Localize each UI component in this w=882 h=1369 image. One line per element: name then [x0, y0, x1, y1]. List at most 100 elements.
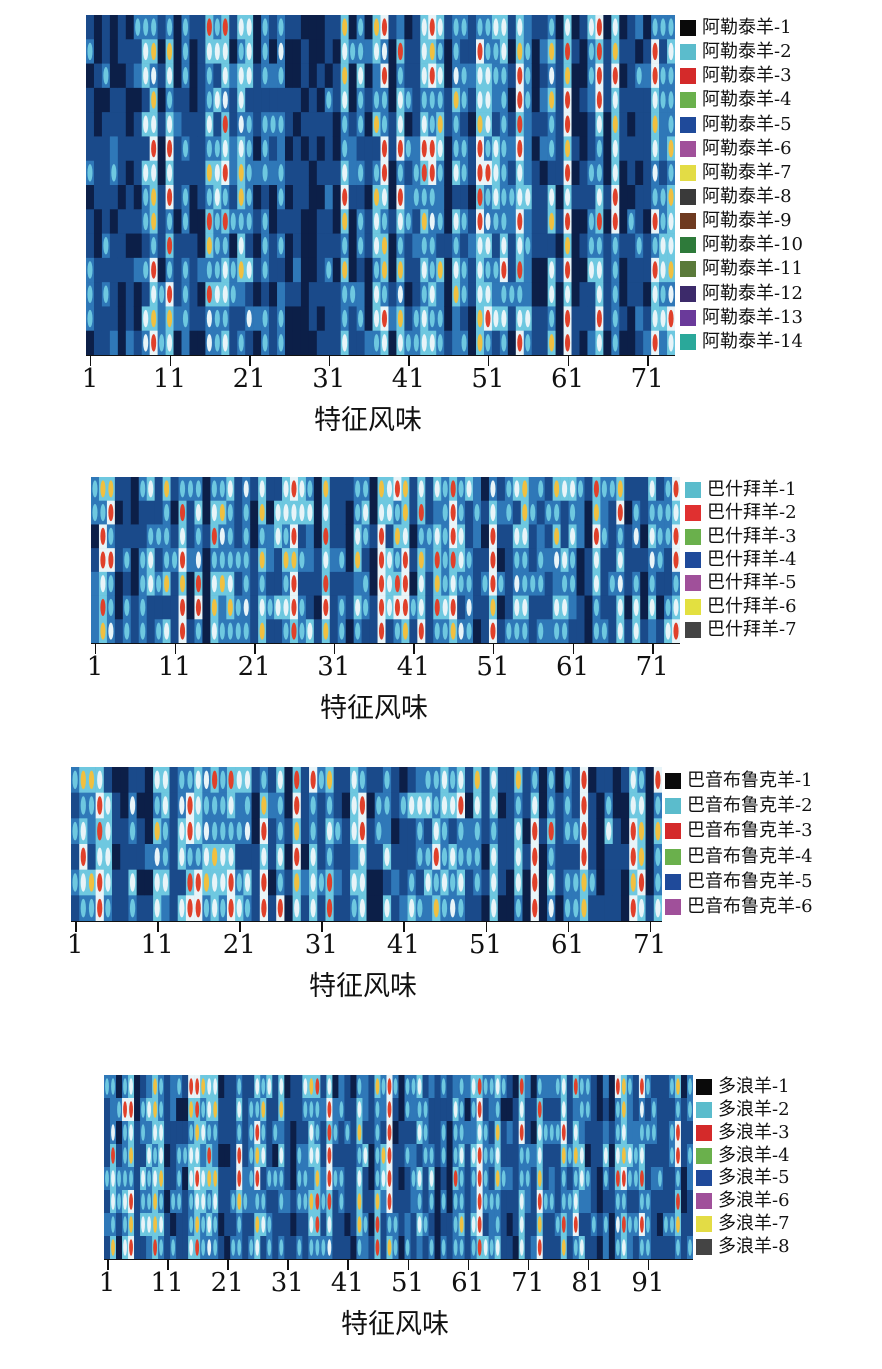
heatmap-spot [459, 1170, 464, 1187]
heatmap-cell [269, 306, 278, 332]
heatmap-cell [555, 282, 564, 307]
heatmap-cell [182, 1075, 189, 1099]
heatmap-cell [576, 500, 585, 525]
heatmap-cell [619, 63, 628, 89]
heatmap-spot [665, 622, 671, 640]
legend-label: 多浪羊-8 [718, 1235, 790, 1257]
heatmap-spot [143, 188, 149, 206]
heatmap-spot [652, 188, 658, 206]
heatmap-spot [615, 1193, 620, 1210]
heatmap-spot [459, 1193, 464, 1210]
heatmap-spot [162, 796, 169, 815]
heatmap-cell [71, 792, 80, 819]
heatmap-cell [409, 524, 418, 549]
heatmap-cell [146, 1121, 153, 1145]
heatmap-spot [493, 18, 499, 36]
heatmap-spot [421, 309, 427, 328]
legend-item: 阿勒泰羊-3 [680, 64, 803, 88]
heatmap-cell [410, 1236, 417, 1259]
heatmap-cell [497, 767, 507, 793]
heatmap-spot [355, 504, 361, 522]
heatmap-cell [369, 548, 378, 573]
heatmap-cell [290, 1190, 297, 1214]
heatmap-spot [342, 42, 348, 61]
heatmap-cell [229, 63, 238, 89]
heatmap-spot [490, 504, 496, 522]
heatmap-cell [434, 1098, 441, 1122]
heatmap-spot [228, 796, 234, 815]
heatmap-cell [507, 87, 517, 113]
heatmap-cell [362, 1190, 369, 1214]
heatmap-spot [565, 139, 571, 158]
heatmap-spot [212, 770, 218, 790]
heatmap-cell [117, 282, 127, 307]
legend-item: 巴什拜羊-1 [685, 478, 797, 501]
heatmap-cell [538, 792, 548, 819]
heatmap-spot [501, 66, 507, 85]
heatmap-spot [151, 66, 157, 85]
heatmap-spot [668, 188, 674, 206]
heatmap-cell [512, 1075, 519, 1099]
heatmap-cell [576, 595, 585, 620]
heatmap-spot [441, 1078, 446, 1095]
heatmap-spot [249, 1147, 254, 1164]
heatmap-spot [652, 334, 658, 352]
heatmap-cell [465, 767, 474, 793]
heatmap-cell [452, 306, 461, 332]
heatmap-cell [536, 595, 545, 620]
heatmap-spot [381, 212, 388, 231]
heatmap-spot [195, 796, 201, 815]
heatmap-cell [300, 306, 310, 332]
heatmap-cell [528, 619, 538, 643]
heatmap-cell [579, 185, 588, 210]
x-tick [169, 356, 172, 366]
heatmap-spot [561, 1239, 566, 1256]
heatmap-cell [659, 39, 668, 64]
heatmap-spot [458, 551, 464, 569]
heatmap-spot [323, 551, 329, 569]
heatmap-spot [615, 1239, 620, 1256]
heatmap-spot [561, 1193, 566, 1210]
heatmap-cell [528, 548, 538, 573]
heatmap-spot [342, 285, 348, 304]
heatmap-spot [501, 309, 507, 328]
heatmap-cell [496, 477, 506, 502]
heatmap-cell [571, 282, 580, 307]
heatmap-spot [261, 1216, 266, 1233]
heatmap-cell [341, 895, 351, 921]
heatmap-spot [673, 551, 679, 569]
heatmap-spot [402, 622, 408, 640]
heatmap-cell [620, 792, 630, 819]
heatmap-cell [242, 1144, 249, 1168]
heatmap-cell [512, 1121, 519, 1145]
heatmap-spot [652, 91, 658, 109]
heatmap-cell [237, 282, 246, 307]
heatmap-spot [243, 598, 249, 616]
heatmap-spot [652, 1124, 656, 1141]
heatmap-spot [381, 1170, 386, 1187]
heatmap-spot [612, 18, 618, 36]
heatmap-cell [296, 1121, 303, 1145]
heatmap-cell [300, 136, 310, 162]
heatmap-spot [212, 796, 218, 815]
heatmap-spot [375, 1101, 380, 1118]
heatmap-spot [179, 551, 186, 569]
heatmap-spot [164, 527, 170, 545]
heatmap-cell [566, 1236, 574, 1259]
heatmap-cell [444, 87, 453, 113]
x-tick [467, 1260, 470, 1270]
heatmap-spot [458, 873, 464, 892]
heatmap-spot [299, 622, 305, 640]
heatmap-cell [93, 233, 103, 259]
heatmap-cell [93, 63, 103, 89]
heatmap-spot [189, 1239, 194, 1256]
heatmap-spot [491, 821, 497, 841]
heatmap-spot [214, 236, 220, 255]
x-tick [413, 644, 415, 654]
heatmap-cell [497, 792, 507, 819]
heatmap-cell [380, 1121, 387, 1145]
heatmap-cell [398, 1121, 405, 1145]
heatmap-spot [243, 1193, 248, 1210]
heatmap-cell [446, 1213, 453, 1237]
heatmap-spot [303, 1101, 308, 1118]
